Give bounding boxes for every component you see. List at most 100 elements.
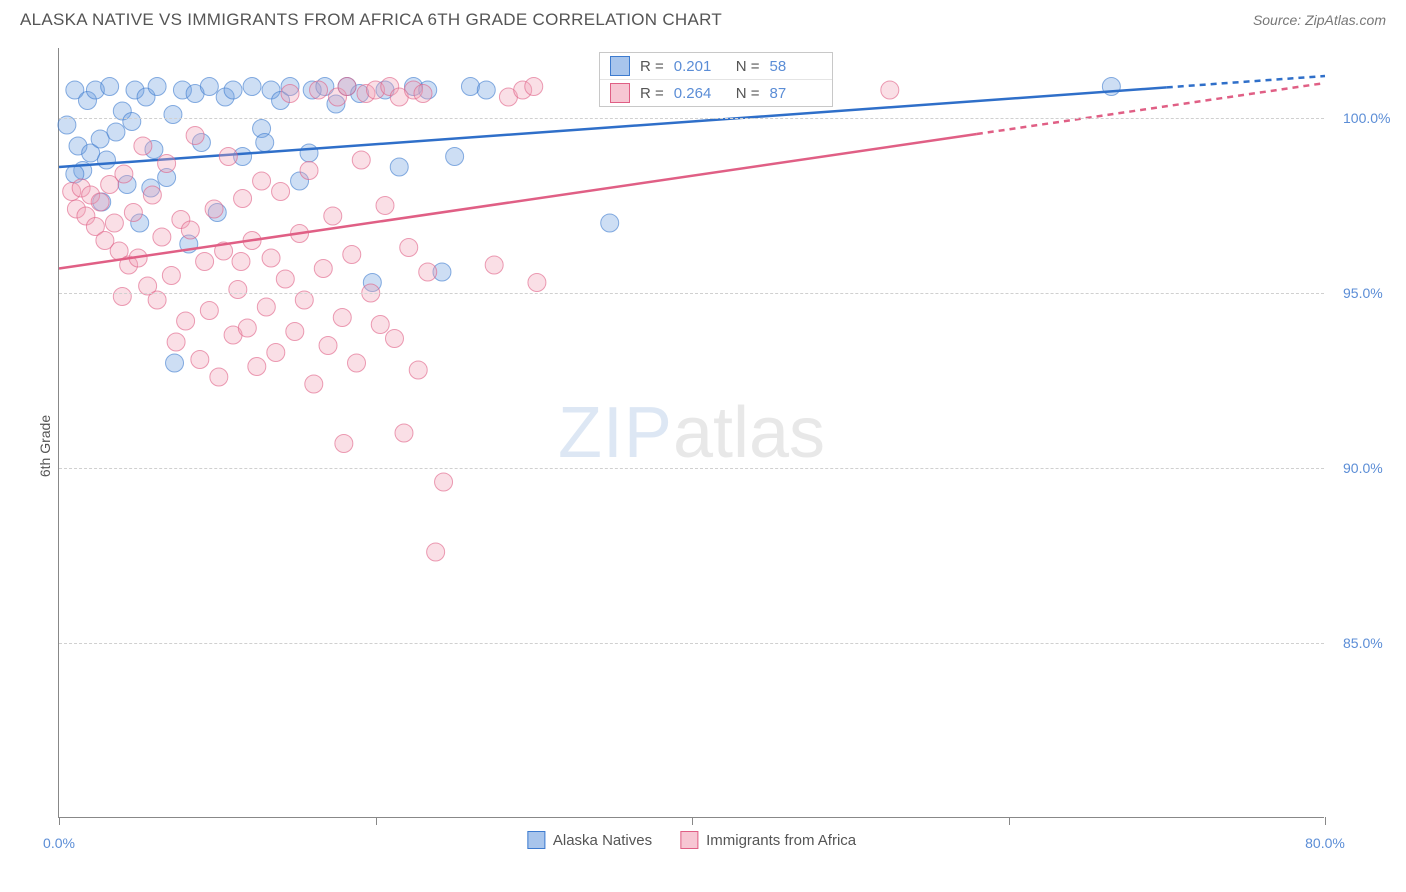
data-point (300, 144, 318, 162)
data-point (338, 78, 356, 96)
data-point (200, 302, 218, 320)
chart-header: ALASKA NATIVE VS IMMIGRANTS FROM AFRICA … (0, 0, 1406, 36)
data-point (446, 148, 464, 166)
data-point (305, 375, 323, 393)
x-tick (692, 817, 693, 825)
data-point (196, 253, 214, 271)
stats-r-label: R = (640, 58, 664, 75)
data-point (219, 148, 237, 166)
data-point (177, 312, 195, 330)
chart-source: Source: ZipAtlas.com (1253, 12, 1386, 28)
stats-swatch (610, 83, 630, 103)
data-point (427, 543, 445, 561)
stats-n-label: N = (736, 85, 760, 102)
legend-swatch (527, 831, 545, 849)
data-point (419, 263, 437, 281)
legend: Alaska Natives Immigrants from Africa (527, 831, 856, 849)
data-point (881, 81, 899, 99)
legend-label: Immigrants from Africa (706, 832, 856, 849)
data-point (319, 337, 337, 355)
data-point (91, 130, 109, 148)
data-point (181, 221, 199, 239)
data-point (371, 316, 389, 334)
data-point (107, 123, 125, 141)
data-point (286, 323, 304, 341)
data-point (477, 81, 495, 99)
data-point (162, 267, 180, 285)
legend-item: Alaska Natives (527, 831, 652, 849)
data-point (91, 193, 109, 211)
x-tick-label: 80.0% (1305, 835, 1345, 851)
legend-swatch (680, 831, 698, 849)
y-tick-label: 90.0% (1343, 460, 1383, 476)
chart-plot-area: ZIPatlas R =0.201N =58R =0.264N =87 Alas… (58, 48, 1324, 818)
data-point (97, 151, 115, 169)
data-point (166, 354, 184, 372)
data-point (272, 183, 290, 201)
data-point (134, 137, 152, 155)
stats-r-value: 0.264 (674, 85, 726, 102)
data-point (395, 424, 413, 442)
data-point (348, 354, 366, 372)
data-point (191, 351, 209, 369)
stats-r-value: 0.201 (674, 58, 726, 75)
data-point (409, 361, 427, 379)
data-point (267, 344, 285, 362)
data-point (253, 172, 271, 190)
data-point (101, 78, 119, 96)
stats-r-label: R = (640, 85, 664, 102)
x-tick (376, 817, 377, 825)
data-point (143, 186, 161, 204)
x-tick (1009, 817, 1010, 825)
stats-swatch (610, 56, 630, 76)
x-tick-label: 0.0% (43, 835, 75, 851)
data-point (281, 85, 299, 103)
gridline (59, 468, 1324, 469)
data-point (390, 158, 408, 176)
gridline (59, 293, 1324, 294)
data-point (310, 81, 328, 99)
data-point (333, 309, 351, 327)
data-point (115, 165, 133, 183)
y-tick-label: 95.0% (1343, 285, 1383, 301)
data-point (300, 162, 318, 180)
data-point (601, 214, 619, 232)
data-point (461, 78, 479, 96)
trend-line (59, 134, 977, 268)
stats-box: R = 0.201 N = 58 R = 0.264 N = 87 (599, 52, 833, 107)
data-point (167, 333, 185, 351)
data-point (314, 260, 332, 278)
data-point (528, 274, 546, 292)
stats-row: R = 0.201 N = 58 (600, 53, 832, 79)
stats-row: R = 0.264 N = 87 (600, 79, 832, 106)
stats-n-value: 87 (770, 85, 822, 102)
trend-line-dashed (1167, 76, 1325, 87)
data-point (248, 358, 266, 376)
data-point (124, 204, 142, 222)
data-point (400, 239, 418, 257)
data-point (224, 81, 242, 99)
stats-n-label: N = (736, 58, 760, 75)
data-point (525, 78, 543, 96)
legend-item: Immigrants from Africa (680, 831, 856, 849)
data-point (352, 151, 370, 169)
data-point (210, 368, 228, 386)
data-point (343, 246, 361, 264)
legend-label: Alaska Natives (553, 832, 652, 849)
data-point (232, 253, 250, 271)
data-point (158, 155, 176, 173)
stats-n-value: 58 (770, 58, 822, 75)
data-point (234, 190, 252, 208)
data-point (153, 228, 171, 246)
data-point (243, 78, 261, 96)
data-point (205, 200, 223, 218)
data-point (324, 207, 342, 225)
data-point (148, 78, 166, 96)
data-point (229, 281, 247, 299)
data-point (200, 78, 218, 96)
y-axis-label: 6th Grade (37, 415, 53, 477)
data-point (105, 214, 123, 232)
data-point (238, 319, 256, 337)
y-tick-label: 100.0% (1343, 110, 1390, 126)
data-point (113, 288, 131, 306)
